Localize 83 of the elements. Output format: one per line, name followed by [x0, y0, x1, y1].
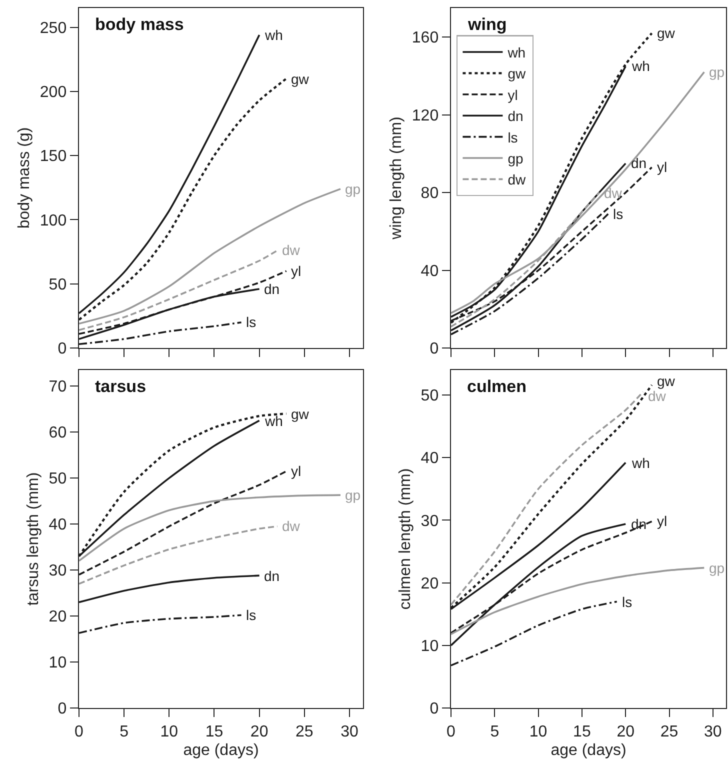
- y-tick-label: 50: [48, 276, 67, 294]
- series-label: yl: [657, 513, 668, 529]
- legend-label: yl: [508, 86, 518, 103]
- series-label: dw: [648, 388, 667, 404]
- x-tick-label: 25: [296, 723, 314, 740]
- y-axis-title: wing length (mm): [388, 116, 405, 240]
- chart-title: culmen: [467, 377, 527, 396]
- x-tick-label: 30: [340, 723, 358, 740]
- y-axis-title: culmen length (mm): [396, 468, 414, 610]
- x-tick-label: 15: [205, 723, 224, 740]
- series-label: wh: [264, 413, 283, 429]
- text: wh: [632, 58, 650, 74]
- text: gw: [657, 25, 675, 41]
- series-label: ls: [622, 594, 632, 610]
- series-label: wh: [631, 455, 650, 471]
- text: ls: [613, 206, 624, 222]
- y-tick-label: 50: [48, 470, 67, 488]
- legend-label: gw: [508, 66, 526, 82]
- y-axis-title: body mass (g): [16, 127, 33, 229]
- series-label: gp: [709, 560, 725, 576]
- y-tick-label: 10: [420, 638, 439, 656]
- series-label: gw: [657, 373, 676, 389]
- series-label: dw: [282, 518, 301, 534]
- y-tick-label: 0: [58, 340, 67, 358]
- series-label: gw: [291, 406, 310, 422]
- y-tick-label: 80: [420, 185, 439, 202]
- series-label: ls: [246, 314, 256, 330]
- x-axis-title: age (days): [550, 742, 626, 759]
- y-tick-label: 40: [420, 262, 439, 280]
- x-tick-label: 15: [573, 723, 591, 740]
- legend-label: gp: [508, 150, 524, 166]
- y-axis-title: tarsus length (mm): [24, 472, 42, 606]
- y-tick-label: 20: [420, 575, 439, 592]
- x-tick-label: 25: [660, 723, 678, 740]
- y-tick-label: 160: [412, 30, 439, 47]
- x-tick-label: 5: [490, 723, 500, 740]
- x-tick-label: 30: [704, 723, 722, 740]
- x-tick-label: 10: [160, 723, 178, 740]
- chart-title: wing: [467, 15, 507, 34]
- series-label: gp: [345, 181, 361, 197]
- chart-title: tarsus: [95, 377, 146, 396]
- y-tick-label: 20: [48, 608, 67, 626]
- x-tick-label: 10: [529, 723, 548, 740]
- y-tick-label: 200: [40, 84, 67, 101]
- y-tick-label: 40: [420, 450, 439, 468]
- series-label: dw: [282, 242, 301, 258]
- x-tick-label: 0: [74, 723, 84, 740]
- text: yl: [657, 159, 668, 175]
- text: gp: [709, 64, 725, 80]
- y-tick-label: 60: [48, 424, 67, 442]
- y-tick-label: 30: [420, 512, 439, 530]
- y-tick-label: 100: [40, 212, 67, 230]
- y-tick-label: 70: [48, 378, 67, 396]
- text: dw: [604, 185, 622, 201]
- x-tick-label: 20: [616, 723, 635, 740]
- y-tick-label: 0: [58, 700, 67, 718]
- y-tick-label: 0: [430, 700, 439, 718]
- legend-label: dw: [508, 172, 526, 188]
- y-tick-label: 120: [412, 107, 439, 124]
- y-tick-label: 40: [48, 516, 67, 534]
- series-label: gp: [345, 487, 361, 503]
- y-tick-label: 30: [48, 562, 67, 580]
- series-label: gw: [291, 71, 310, 87]
- y-tick-label: 10: [48, 654, 67, 672]
- x-tick-label: 5: [120, 723, 129, 740]
- text: dn: [631, 155, 647, 171]
- series-label: yl: [291, 463, 302, 479]
- series-label: wh: [264, 27, 283, 43]
- series-label: dn: [264, 281, 280, 297]
- legend-label: ls: [508, 129, 518, 146]
- series-label: dn: [264, 568, 280, 584]
- y-tick-label: 150: [40, 148, 67, 166]
- y-tick-label: 50: [420, 388, 439, 405]
- legend-label: dn: [508, 108, 524, 124]
- x-axis-title: age (days): [183, 742, 259, 759]
- x-tick-label: 20: [250, 723, 268, 740]
- legend-label: wh: [506, 44, 526, 60]
- y-tick-label: 0: [430, 340, 439, 358]
- x-tick-label: 0: [446, 723, 456, 740]
- y-tick-label: 250: [40, 20, 67, 37]
- series-label: ls: [246, 607, 256, 623]
- chart-title: body mass: [95, 15, 184, 34]
- series-label: yl: [291, 263, 302, 279]
